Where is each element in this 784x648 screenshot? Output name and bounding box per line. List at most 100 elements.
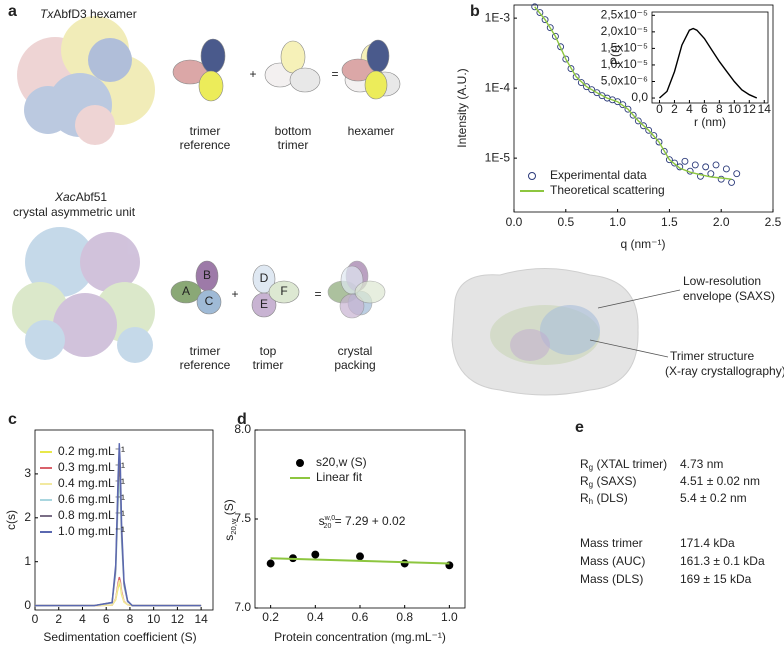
property-rest: (SAXS) xyxy=(593,474,636,488)
data-point xyxy=(697,172,704,180)
data-point xyxy=(691,161,699,169)
x-tick-label: 2 xyxy=(671,102,678,116)
diagram-caption: top xyxy=(260,344,277,358)
y-tick-label: 2 xyxy=(24,510,31,524)
legend-marker xyxy=(296,459,304,467)
data-point xyxy=(624,105,632,113)
data-point xyxy=(717,175,725,183)
property-value: 171.4 kDa xyxy=(680,536,735,550)
x-tick-label: 14 xyxy=(758,102,772,116)
x-axis-label: Protein concentration (mg.mL⁻¹) xyxy=(274,630,446,644)
data-point xyxy=(588,86,596,94)
y-tick-label: 1,0x10⁻⁵ xyxy=(601,57,648,71)
data-point xyxy=(702,163,710,171)
panel-label: c xyxy=(8,411,17,428)
data-point xyxy=(567,65,575,73)
property-label: Rg (XTAL trimer) xyxy=(580,457,667,472)
annotation-rest: = 7.29 + 0.02 xyxy=(331,514,405,528)
protein-hexamer-image xyxy=(17,16,155,145)
x-axis-label: r (nm) xyxy=(694,115,726,129)
operator: = xyxy=(314,287,321,301)
data-point xyxy=(546,24,554,32)
y-tick-label: 5,0x10⁻⁶ xyxy=(601,74,648,88)
data-point xyxy=(572,73,580,81)
plot-frame xyxy=(651,11,769,104)
diagram-caption: bottom xyxy=(275,124,312,138)
legend-label: 0.8 mg.mL⁻¹ xyxy=(58,508,125,522)
data-point xyxy=(712,161,720,169)
x-tick-label: 0 xyxy=(656,102,663,116)
y-tick-label: 8.0 xyxy=(234,422,251,436)
data-point xyxy=(541,16,549,24)
data-point xyxy=(650,132,658,140)
diagram-caption: trimer xyxy=(278,138,309,152)
legend-marker xyxy=(528,172,536,180)
annotation-sub: 20 xyxy=(324,523,332,530)
property-sub: g xyxy=(589,463,593,472)
property-value: 5.4 ± 0.2 nm xyxy=(680,491,747,505)
series-line xyxy=(35,443,202,607)
title-italic: Xac xyxy=(54,190,76,204)
x-tick-label: 12 xyxy=(171,612,185,626)
property-rest: (XTAL trimer) xyxy=(593,457,667,471)
operator: = xyxy=(331,67,338,81)
property-sub: g xyxy=(589,480,593,489)
y-axis-label: Intensity (A.U.) xyxy=(455,68,469,147)
data-point xyxy=(634,117,642,125)
saxs-envelope-image xyxy=(451,268,681,396)
diagram-caption: packing xyxy=(334,358,375,372)
protein-crystal-image xyxy=(12,227,155,363)
data-point xyxy=(629,111,637,119)
annotation-main: s xyxy=(319,514,325,528)
data-point xyxy=(671,159,679,167)
diagram-caption: trimer xyxy=(190,344,221,358)
y-tick-label: 1,5x10⁻⁵ xyxy=(601,41,648,55)
data-point xyxy=(562,55,570,63)
x-tick-label: 6 xyxy=(701,102,708,116)
diagram-caption: trimer xyxy=(190,124,221,138)
x-tick-label: 8 xyxy=(716,102,723,116)
panel-label: e xyxy=(575,419,584,436)
legend-label: s20,w (S) xyxy=(316,455,367,469)
data-point xyxy=(266,559,275,568)
subunit-letter: C xyxy=(205,294,214,308)
data-point xyxy=(536,9,544,17)
y-tick-label: 1E-5 xyxy=(485,150,511,164)
diagram-caption: crystal xyxy=(338,344,373,358)
diagram-caption: trimer xyxy=(253,358,284,372)
data-point xyxy=(577,79,585,87)
subunit-letter: D xyxy=(260,271,269,285)
data-point xyxy=(681,157,689,165)
subunit-letter: A xyxy=(182,284,190,298)
data-point xyxy=(593,89,601,97)
legend-label: Linear fit xyxy=(316,470,363,484)
annotation: envelope (SAXS) xyxy=(683,289,775,303)
data-point xyxy=(733,170,741,178)
x-axis-label: Sedimentation coefficient (S) xyxy=(43,630,196,644)
y-tick-label: 3 xyxy=(24,466,31,480)
legend-label: 0.2 mg.mL⁻¹ xyxy=(58,444,125,458)
x-tick-label: 12 xyxy=(743,102,757,116)
trimer-diagram xyxy=(172,38,401,102)
property-main: R xyxy=(580,457,589,471)
title-rest: AbfD3 hexamer xyxy=(53,7,136,21)
series-line xyxy=(534,6,732,180)
x-tick-label: 0.0 xyxy=(506,215,523,229)
y-tick-label: 7.5 xyxy=(234,511,251,525)
panel-label: a xyxy=(8,3,17,20)
x-tick-label: 4 xyxy=(79,612,86,626)
x-tick-label: 10 xyxy=(147,612,161,626)
y-tick-label: 1 xyxy=(24,554,31,568)
panel-title: XacAbf51 xyxy=(54,190,107,204)
y-axis-label: s20,w (S) xyxy=(222,499,238,541)
x-tick-label: 4 xyxy=(686,102,693,116)
annotation-sup: w,0 xyxy=(324,515,336,522)
property-label: Mass (DLS) xyxy=(580,572,643,586)
property-rest: (DLS) xyxy=(593,491,628,505)
property-sub: h xyxy=(589,497,593,506)
diagram-caption: reference xyxy=(180,358,231,372)
annotation: Low-resolution xyxy=(683,274,761,288)
y-tick-label: 0,0 xyxy=(631,90,648,104)
y-axis-label-rest: (S) xyxy=(222,499,236,518)
